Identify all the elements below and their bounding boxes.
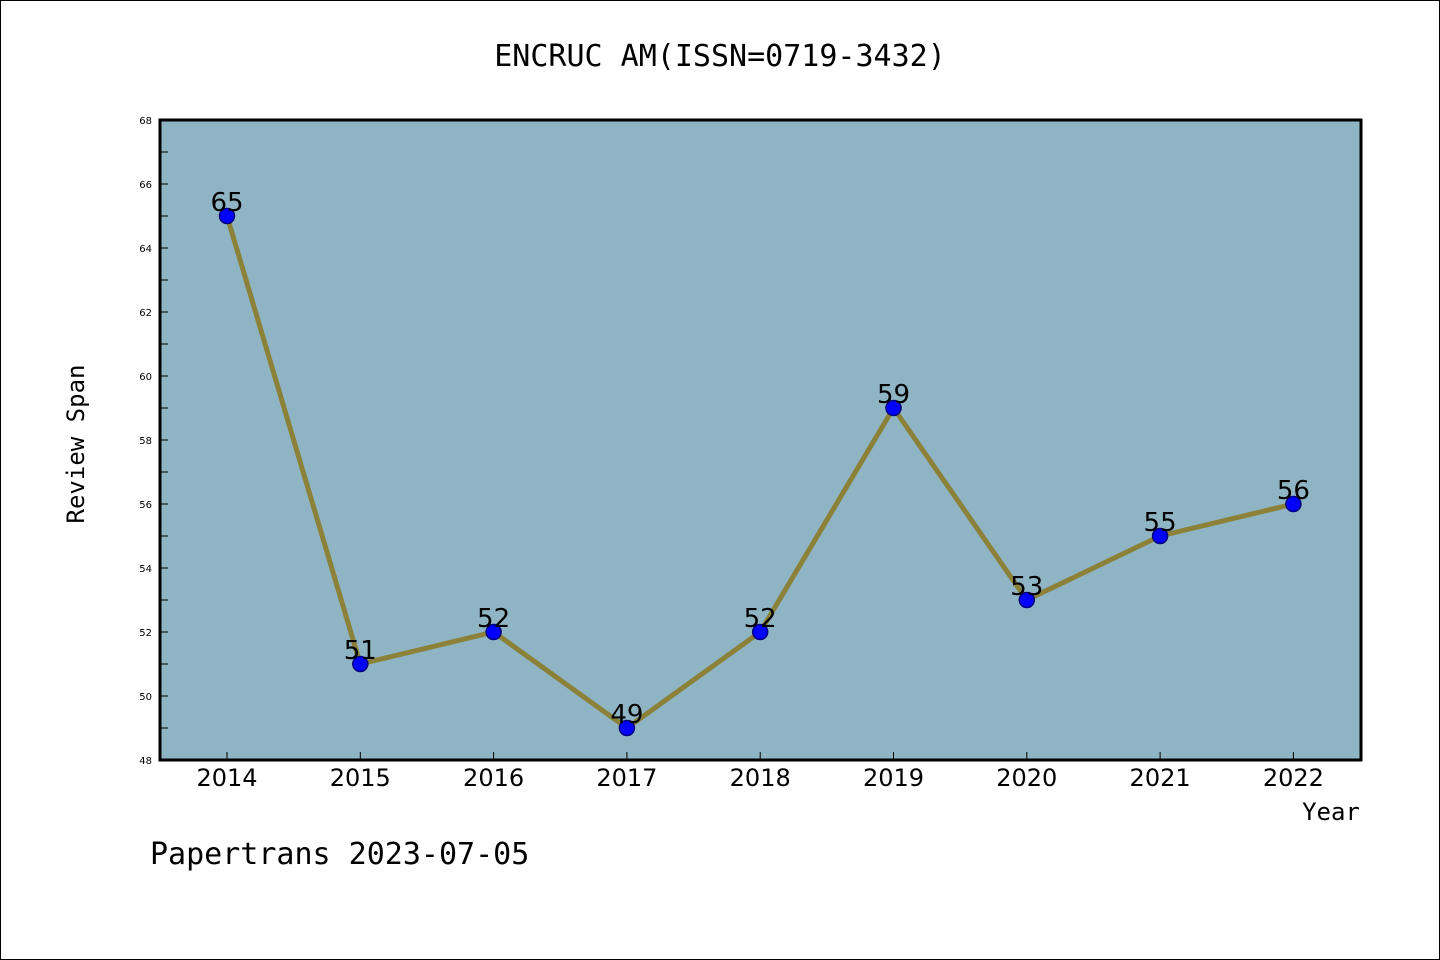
x-axis: 2014 2015 2016 2017 2018 2019 2020 2021 2022 (196, 752, 1324, 792)
x-tick-label: 2016 (463, 764, 524, 792)
data-label: 56 (1277, 476, 1310, 506)
data-label: 51 (344, 636, 377, 666)
data-label: 55 (1144, 508, 1177, 538)
y-tick-label: 58 (139, 436, 152, 447)
data-label: 52 (477, 604, 510, 634)
y-tick-label: 52 (139, 628, 152, 639)
x-axis-label: Year (1302, 798, 1360, 826)
data-label: 52 (744, 604, 777, 634)
x-tick-label: 2015 (330, 764, 391, 792)
x-tick-label: 2017 (596, 764, 657, 792)
x-tick-label: 2014 (196, 764, 257, 792)
y-axis-label: Review Span (62, 365, 90, 524)
data-point (218, 207, 236, 225)
data-point (751, 623, 769, 641)
x-tick-label: 2021 (1130, 764, 1191, 792)
y-tick-label: 56 (139, 500, 152, 511)
data-point (1018, 591, 1036, 609)
footer-credit: Papertrans 2023-07-05 (150, 837, 529, 872)
data-point (1151, 527, 1169, 545)
x-tick-label: 2019 (863, 764, 924, 792)
data-label: 59 (877, 380, 910, 410)
data-labels: 65 51 52 49 52 59 53 55 56 (210, 188, 1309, 730)
y-tick-label: 54 (139, 564, 152, 575)
chart-title: ENCRUC AM(ISSN=0719-3432) (494, 39, 946, 74)
y-tick-label: 64 (139, 244, 152, 255)
data-label: 53 (1010, 572, 1043, 602)
y-tick-label: 62 (139, 308, 152, 319)
data-point (352, 655, 369, 673)
plot-area (158, 118, 1363, 762)
data-point (618, 719, 636, 737)
y-axis: 48 50 52 54 56 58 60 62 64 66 68 (139, 116, 168, 767)
y-tick-label: 60 (139, 372, 152, 383)
data-point (885, 399, 902, 417)
x-tick-label: 2018 (730, 764, 791, 792)
data-point (1285, 495, 1302, 513)
data-label: 49 (610, 700, 643, 730)
y-tick-label: 50 (139, 692, 152, 703)
data-label: 65 (210, 188, 243, 218)
y-tick-label: 66 (139, 180, 152, 191)
data-points (218, 207, 1302, 737)
y-tick-label: 68 (139, 116, 152, 127)
x-tick-label: 2020 (996, 764, 1057, 792)
y-tick-label: 48 (139, 756, 152, 767)
data-point (485, 623, 502, 641)
x-tick-label: 2022 (1263, 764, 1324, 792)
